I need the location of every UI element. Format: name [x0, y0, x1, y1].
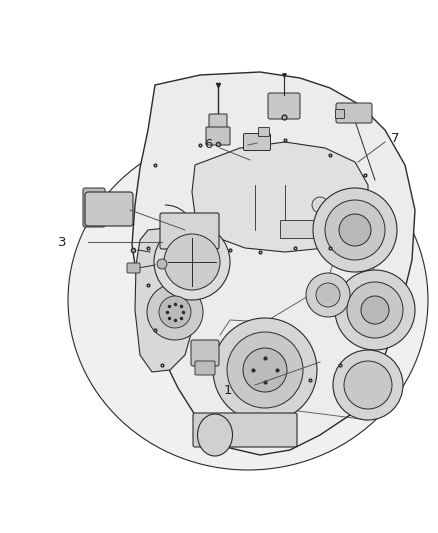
Circle shape	[154, 224, 230, 300]
FancyBboxPatch shape	[127, 263, 140, 273]
FancyBboxPatch shape	[193, 413, 297, 447]
FancyBboxPatch shape	[191, 340, 219, 366]
Circle shape	[243, 348, 287, 392]
FancyBboxPatch shape	[160, 213, 219, 249]
FancyBboxPatch shape	[209, 114, 227, 130]
FancyBboxPatch shape	[336, 103, 372, 123]
Circle shape	[339, 214, 371, 246]
FancyBboxPatch shape	[244, 133, 271, 150]
FancyBboxPatch shape	[336, 109, 345, 118]
Circle shape	[361, 296, 389, 324]
Circle shape	[325, 200, 385, 260]
FancyBboxPatch shape	[83, 188, 105, 227]
Polygon shape	[192, 142, 368, 252]
FancyBboxPatch shape	[85, 192, 133, 226]
Ellipse shape	[68, 130, 428, 470]
Circle shape	[147, 284, 203, 340]
Bar	[280, 220, 320, 238]
FancyBboxPatch shape	[206, 127, 230, 145]
Circle shape	[313, 188, 397, 272]
Circle shape	[312, 197, 328, 213]
Text: 3: 3	[58, 236, 66, 248]
Ellipse shape	[198, 414, 233, 456]
Polygon shape	[135, 225, 200, 372]
Circle shape	[344, 361, 392, 409]
Circle shape	[213, 318, 317, 422]
Circle shape	[347, 282, 403, 338]
Circle shape	[306, 273, 350, 317]
Circle shape	[157, 259, 167, 269]
FancyBboxPatch shape	[258, 127, 269, 136]
Polygon shape	[132, 72, 415, 455]
FancyBboxPatch shape	[268, 93, 300, 119]
Text: 7: 7	[391, 132, 399, 144]
Circle shape	[227, 332, 303, 408]
Circle shape	[164, 234, 220, 290]
Text: 6: 6	[204, 139, 212, 151]
Circle shape	[316, 283, 340, 307]
Text: 1: 1	[224, 384, 232, 397]
Circle shape	[159, 296, 191, 328]
Circle shape	[333, 350, 403, 420]
Circle shape	[335, 270, 415, 350]
FancyBboxPatch shape	[195, 361, 215, 375]
